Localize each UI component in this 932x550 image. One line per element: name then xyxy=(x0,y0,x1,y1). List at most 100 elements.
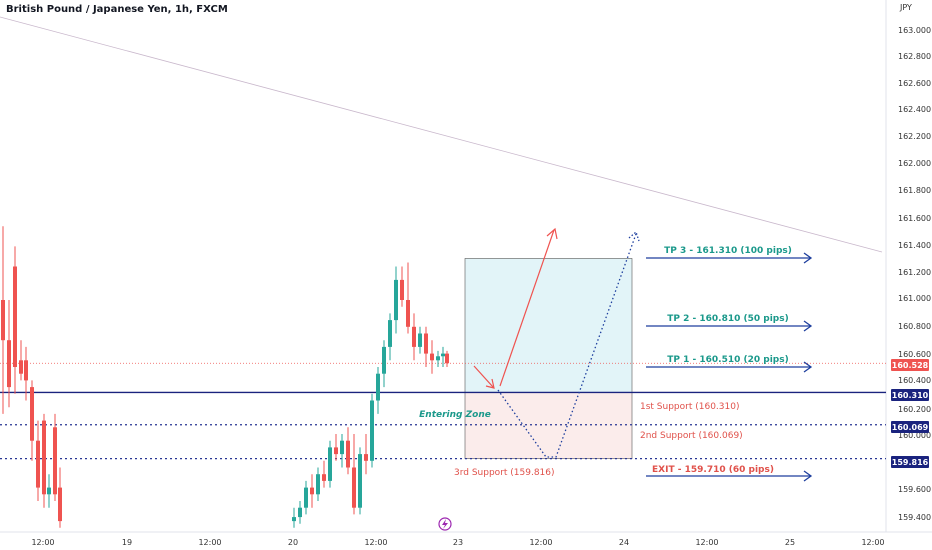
candle-body xyxy=(53,427,57,495)
candle[interactable] xyxy=(364,434,368,475)
candle-body xyxy=(352,467,356,508)
y-tick-label: 160.600 xyxy=(898,350,931,359)
candle-body xyxy=(58,487,62,522)
candle-body xyxy=(7,340,11,388)
candle[interactable] xyxy=(42,413,46,508)
candle[interactable] xyxy=(424,326,428,367)
candle[interactable] xyxy=(36,420,40,501)
price-tag-label: 160.528 xyxy=(892,361,929,370)
candle-body xyxy=(346,440,350,468)
y-tick-label: 161.200 xyxy=(898,268,931,277)
candle[interactable] xyxy=(445,350,449,367)
price-tag-label: 159.816 xyxy=(892,458,929,467)
candle[interactable] xyxy=(7,300,11,408)
candle[interactable] xyxy=(310,474,314,508)
trend-line[interactable] xyxy=(0,16,883,253)
candle[interactable] xyxy=(400,266,404,307)
x-tick-label: 12:00 xyxy=(198,538,221,547)
candle[interactable] xyxy=(376,367,380,414)
candle-body xyxy=(376,373,380,401)
events-lightning-icon[interactable] xyxy=(438,517,452,531)
x-tick-label: 20 xyxy=(288,538,298,547)
candle[interactable] xyxy=(322,460,326,488)
candle-body xyxy=(400,279,404,300)
price-tag[interactable] xyxy=(891,389,929,401)
dip-path xyxy=(497,233,637,458)
candle[interactable] xyxy=(388,313,392,361)
candle[interactable] xyxy=(436,350,440,367)
candle[interactable] xyxy=(394,266,398,334)
y-tick-label: 162.000 xyxy=(898,159,931,168)
candle-body xyxy=(19,360,23,374)
tp3-label: TP 3 - 161.310 (100 pips) xyxy=(664,246,792,256)
candle[interactable] xyxy=(47,474,51,508)
candle[interactable] xyxy=(24,346,28,401)
x-tick-label: 24 xyxy=(619,538,629,547)
candle[interactable] xyxy=(406,262,410,334)
candle-body xyxy=(388,320,392,347)
candle[interactable] xyxy=(340,434,344,468)
x-tick-label: 19 xyxy=(122,538,132,547)
candle[interactable] xyxy=(328,440,332,488)
candle-body xyxy=(36,440,40,488)
profit-zone[interactable] xyxy=(464,258,633,393)
candle[interactable] xyxy=(58,467,62,528)
y-tick-label: 162.400 xyxy=(898,105,931,114)
x-tick-label: 12:00 xyxy=(529,538,552,547)
candle-body xyxy=(322,474,326,481)
y-tick-label: 160.200 xyxy=(898,405,931,414)
candle[interactable] xyxy=(346,427,350,475)
candle[interactable] xyxy=(370,393,374,468)
candle-body xyxy=(370,400,374,461)
y-tick-label: 161.400 xyxy=(898,241,931,250)
tp1-label: TP 1 - 160.510 (20 pips) xyxy=(667,355,788,365)
candle[interactable] xyxy=(292,507,296,528)
candle[interactable] xyxy=(1,226,5,414)
candle-body xyxy=(394,279,398,321)
candle-body xyxy=(1,300,5,341)
candle-body xyxy=(24,360,28,381)
x-tick-label: 12:00 xyxy=(31,538,54,547)
candle-body xyxy=(292,517,296,522)
x-tick-label: 12:00 xyxy=(364,538,387,547)
candle[interactable] xyxy=(53,413,57,501)
candle[interactable] xyxy=(352,434,356,515)
candle[interactable] xyxy=(30,380,34,461)
candle-body xyxy=(382,346,386,374)
candle[interactable] xyxy=(412,313,416,361)
price-tag[interactable] xyxy=(891,456,929,468)
y-tick-label: 159.400 xyxy=(898,513,931,522)
currency-label: JPY xyxy=(900,3,912,12)
candle[interactable] xyxy=(382,340,386,388)
candle[interactable] xyxy=(316,467,320,502)
candle-body xyxy=(340,440,344,455)
candle-body xyxy=(316,474,320,495)
candle[interactable] xyxy=(13,246,17,394)
candle[interactable] xyxy=(441,346,445,367)
candle[interactable] xyxy=(430,340,434,374)
candle[interactable] xyxy=(298,501,302,524)
y-tick-label: 161.600 xyxy=(898,214,931,223)
price-tag-label: 160.310 xyxy=(892,391,929,400)
y-tick-label: 160.000 xyxy=(898,431,931,440)
y-tick-label: 161.800 xyxy=(898,186,931,195)
tp3-arrowhead xyxy=(803,252,813,264)
price-tag[interactable] xyxy=(891,421,929,433)
candle-body xyxy=(418,333,422,347)
exit-label: EXIT - 159.710 (60 pips) xyxy=(652,465,774,475)
entry-zone[interactable] xyxy=(464,392,633,459)
candle[interactable] xyxy=(418,326,422,354)
candle-body xyxy=(30,387,34,441)
y-tick-label: 161.000 xyxy=(898,294,931,303)
support-3-label: 3rd Support (159.816) xyxy=(454,468,555,478)
candle-body xyxy=(42,420,46,495)
bull-arrow xyxy=(499,229,555,387)
candle-body xyxy=(304,487,308,508)
entry-arrow xyxy=(473,365,494,388)
candle[interactable] xyxy=(19,340,23,381)
price-tag[interactable] xyxy=(891,359,929,371)
candle[interactable] xyxy=(304,480,308,515)
candle[interactable] xyxy=(334,434,338,461)
candle[interactable] xyxy=(358,447,362,515)
